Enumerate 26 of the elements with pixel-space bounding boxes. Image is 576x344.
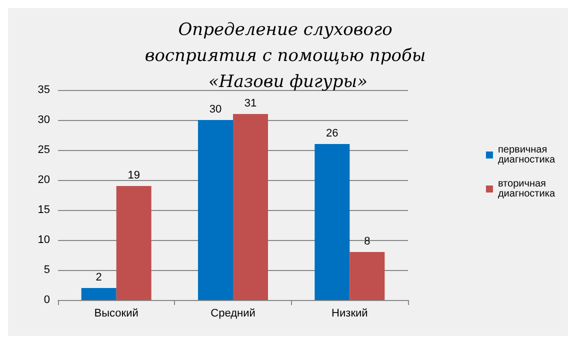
y-tick-label: 25: [38, 144, 50, 156]
data-label: 26: [326, 128, 338, 140]
legend-label: вторичная диагностика: [498, 178, 556, 200]
y-tick-label: 0: [44, 294, 50, 306]
x-tick-label: Средний: [210, 308, 256, 320]
data-label: 19: [128, 170, 140, 182]
y-tick-label: 30: [38, 114, 50, 126]
y-tick-label: 10: [38, 234, 50, 246]
data-label: 2: [96, 272, 102, 284]
y-tick-label: 35: [38, 84, 50, 96]
bar: [233, 114, 268, 300]
x-tick-label: Низкий: [332, 308, 368, 320]
chart-title: Определение слухового восприятия с помощью пробы «Назови фигуры»: [144, 20, 432, 92]
bar: [198, 120, 233, 300]
data-label: 31: [244, 98, 257, 110]
data-label: 30: [209, 104, 222, 116]
y-tick-label: 20: [38, 174, 50, 186]
bar: [81, 288, 116, 300]
y-tick-label: 5: [44, 264, 50, 276]
bar: [350, 252, 385, 300]
bar: [314, 144, 350, 300]
y-tick-label: 15: [38, 204, 50, 216]
legend-label: первичная диагностика: [498, 144, 556, 166]
data-label: 8: [364, 236, 370, 248]
bar: [116, 186, 152, 300]
x-tick-label: Высокий: [94, 308, 138, 320]
